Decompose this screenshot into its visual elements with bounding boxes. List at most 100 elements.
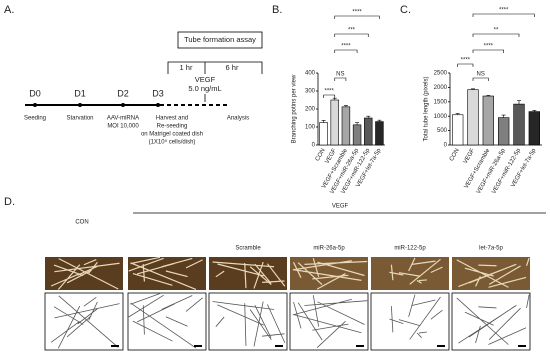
tube-skeleton [292, 295, 368, 348]
tube-network [128, 256, 203, 290]
tube-skeleton [212, 301, 286, 347]
time-label: 6 hr [226, 63, 239, 72]
bar [482, 95, 495, 146]
error-bar [355, 122, 360, 125]
day-desc: Seeding [24, 116, 46, 122]
significance-label: **** [324, 89, 334, 95]
tube-network [456, 257, 530, 288]
error-bar [532, 110, 537, 112]
day-dot [156, 103, 160, 107]
day-desc: (1X10⁵ cells/dish) [149, 139, 196, 146]
error-bar [332, 97, 337, 100]
skeleton-image [127, 292, 207, 351]
day-label: D2 [117, 88, 129, 98]
day-desc: MOI 10,000 [107, 124, 139, 130]
y-tick-label: 500 [437, 128, 448, 134]
tube-network [292, 258, 368, 290]
tube-skeleton [456, 294, 530, 345]
column-label: CON [75, 220, 88, 226]
significance-label: ** [494, 28, 499, 34]
y-axis-label: Total tube length (pixels) [424, 76, 430, 141]
day-label: D1 [74, 88, 86, 98]
error-bar [486, 95, 491, 97]
error-bar [501, 114, 506, 118]
bar [467, 89, 479, 146]
significance-label: NS [336, 72, 344, 78]
y-tick-label: 400 [305, 71, 316, 77]
day-desc: Re-seeding [157, 124, 188, 130]
error-bar [366, 115, 371, 118]
y-axis-label: Branching potins per view [292, 74, 298, 143]
y-tick-label: 300 [305, 89, 316, 95]
bar [352, 124, 362, 146]
bar [513, 103, 525, 146]
day-desc: on Matrigel coated dish [141, 132, 203, 138]
column-label: miR-122-5p [394, 246, 426, 252]
y-tick-label: 2500 [434, 71, 448, 77]
treatment: 5.0 ng/mL [188, 84, 221, 93]
significance-bracket [323, 94, 336, 98]
bar [451, 114, 464, 146]
x-tick-label: CON [315, 148, 327, 163]
tube-network [389, 257, 443, 285]
day-label: D0 [29, 88, 41, 98]
scale-bar [518, 345, 526, 347]
y-tick-label: 2000 [434, 85, 448, 91]
panel-label: D. [4, 196, 15, 208]
error-bar [455, 113, 460, 115]
bar [375, 121, 384, 146]
significance-bracket [457, 63, 474, 67]
bar [341, 106, 351, 146]
scale-bar [275, 345, 283, 347]
bar [497, 117, 510, 146]
column-label: miR-26a-5p [313, 246, 345, 252]
day-desc: AAV-miRNA [107, 116, 139, 122]
treatment: VEGF [195, 75, 216, 84]
day-dot [33, 103, 37, 107]
error-bar [321, 120, 326, 123]
assay-box [177, 31, 263, 49]
significance-label: **** [341, 44, 351, 50]
significance-bracket [472, 49, 504, 53]
day-desc: Starvation [66, 116, 93, 122]
panel-label: A. [4, 4, 14, 16]
time-label: 1 hr [180, 63, 193, 72]
significance-bracket [334, 33, 369, 37]
y-tick-label: 100 [305, 125, 316, 131]
significance-bracket [334, 77, 347, 81]
y-tick-label: 1000 [434, 114, 448, 120]
error-bar [471, 88, 475, 90]
x-tick-label: CON [449, 148, 461, 163]
scale-bar [194, 345, 202, 347]
day-dot [121, 103, 125, 107]
bar [319, 122, 328, 146]
scale-bar [111, 345, 119, 347]
error-bar [343, 105, 348, 107]
error-bar [377, 119, 382, 122]
tube-network [212, 261, 286, 289]
y-tick-label: 1500 [434, 99, 448, 105]
tube-skeleton [128, 293, 203, 349]
assay-bracket [167, 61, 263, 74]
bar [330, 99, 339, 146]
panel-label: B. [272, 4, 282, 16]
significance-label: *** [348, 28, 356, 34]
significance-bracket [334, 15, 380, 19]
significance-bracket [472, 33, 520, 37]
y-tick-label: 200 [305, 107, 316, 113]
x-tick-label: VEGF [463, 148, 477, 165]
significance-label: **** [499, 8, 509, 14]
tube-skeleton [50, 295, 120, 349]
significance-label: NS [476, 72, 484, 78]
day-desc: Harvest and [156, 116, 188, 122]
significance-bracket [334, 49, 358, 53]
significance-label: **** [461, 58, 471, 64]
bar [364, 117, 373, 146]
skeleton-image [289, 292, 369, 351]
significance-label: **** [484, 44, 494, 50]
y-tick-label: 0 [312, 143, 316, 149]
column-label: Scramble [235, 246, 261, 252]
scale-bar [356, 345, 364, 347]
assay-label: Tube formation assay [184, 35, 256, 44]
